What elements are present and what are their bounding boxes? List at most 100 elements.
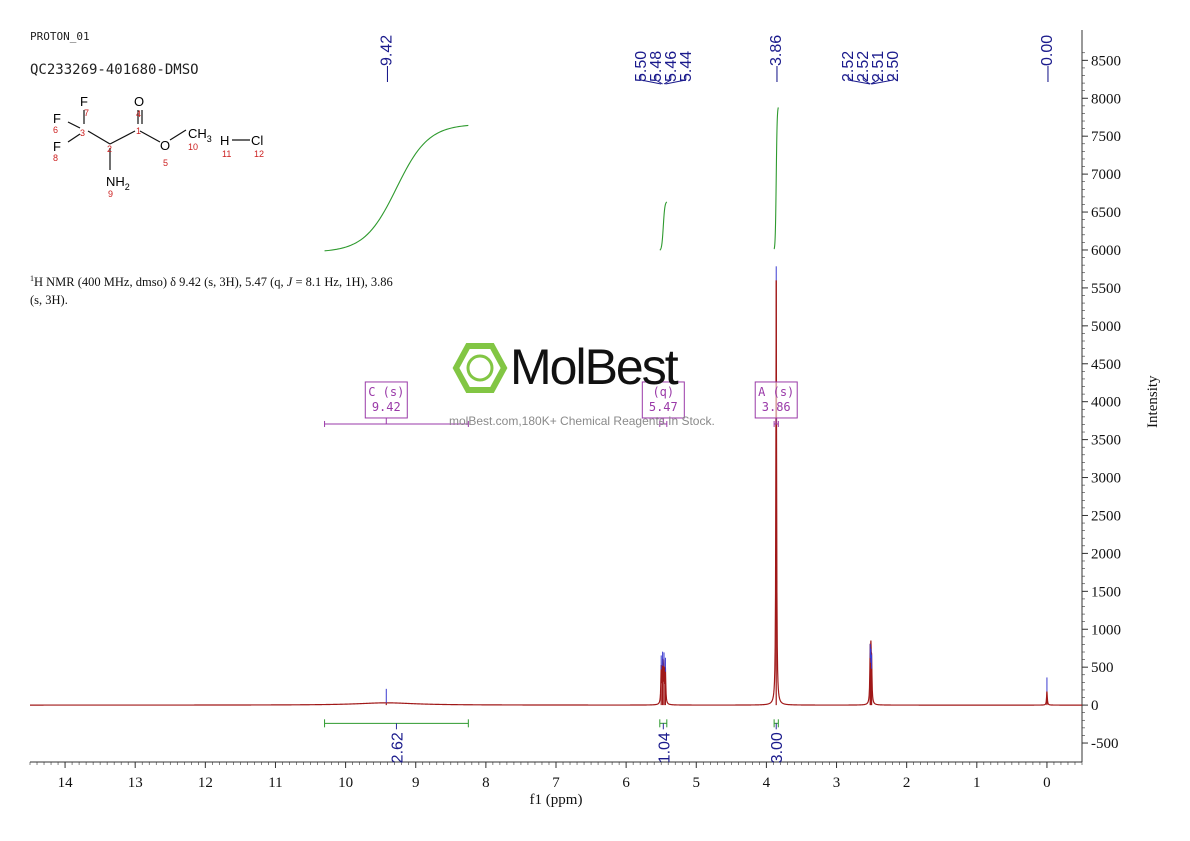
y-tick-label: 5500 — [1091, 281, 1121, 297]
multiplet-box — [364, 381, 408, 419]
structure-bonds — [67, 110, 250, 170]
x-tick-label: 9 — [412, 775, 420, 791]
watermark-brand: MolBest — [510, 339, 679, 395]
coupling-symbol: J — [286, 275, 293, 290]
y-tick-label: 3500 — [1091, 433, 1121, 449]
multiplet-label: A (s) — [758, 385, 794, 399]
multiplet-shift: 3.86 — [762, 400, 791, 414]
multiplet-label: C (s) — [368, 385, 404, 399]
peak-label: 2.51 — [870, 51, 887, 82]
peak-label: 5.50 — [633, 51, 650, 82]
watermark-logo-icon — [452, 343, 508, 393]
peak-label: 2.50 — [885, 51, 902, 82]
atom-nh2: NH2 — [106, 174, 130, 192]
y-tick-label: 500 — [1091, 660, 1114, 676]
atom-f7: F — [80, 94, 88, 109]
x-tick-label: 1 — [973, 775, 981, 791]
peak-label-value: 0.00 — [1039, 35, 1056, 66]
atom-num-1: 1 — [136, 126, 141, 136]
y-tick-label: 7500 — [1091, 129, 1121, 145]
nucleus-superscript: 1 — [30, 274, 34, 283]
x-tick-label: 0 — [1043, 775, 1051, 791]
multiplet-shift: 5.47 — [649, 400, 678, 414]
peak-label-dash: — — [1039, 66, 1056, 82]
atom-num-3: 3 — [80, 128, 85, 138]
peak-label: 5.48 — [648, 51, 665, 82]
integral-curve — [659, 201, 668, 251]
atom-h: H — [220, 133, 229, 148]
peak-label: —0.00 — [1039, 35, 1056, 82]
spectrum-line — [30, 280, 1082, 706]
atom-num-5: 5 — [163, 158, 168, 168]
peak-label: 5.46 — [663, 51, 680, 82]
atom-num-7: 7 — [84, 108, 89, 118]
nh2-subscript: 2 — [125, 182, 130, 192]
atom-num-12: 12 — [254, 149, 264, 159]
x-tick-label: 10 — [338, 775, 353, 791]
peak-label-connector — [665, 79, 686, 85]
peak-label-value: 2.50 — [885, 51, 902, 82]
peak-label-connector — [871, 79, 894, 85]
ch3-text: CH — [188, 126, 207, 141]
atom-num-4: 4 — [136, 109, 141, 119]
peak-label-connector — [640, 79, 662, 85]
y-tick-label: -500 — [1091, 736, 1119, 752]
x-tick-label: 13 — [128, 775, 143, 791]
multiplet-label: (q) — [652, 385, 674, 399]
integral-curve — [324, 124, 469, 252]
y-tick-label: 8000 — [1091, 91, 1121, 107]
atom-o5: O — [160, 138, 170, 153]
y-tick-label: 6500 — [1091, 205, 1121, 221]
watermark-url: molBest.com,180K+ Chemical Reagents In S… — [449, 414, 715, 428]
peak-label: 5.44 — [678, 51, 695, 82]
y-tick-label: 2000 — [1091, 546, 1121, 562]
peak-label-value: 5.50 — [633, 51, 650, 82]
peak-label-connector — [870, 79, 879, 85]
x-tick-label: 2 — [903, 775, 911, 791]
x-tick-label: 11 — [268, 775, 282, 791]
y-tick-label: 7000 — [1091, 167, 1121, 183]
sample-id: QC233269-401680-DMSO — [30, 62, 199, 78]
peak-label-value: 5.46 — [663, 51, 680, 82]
peak-label-value: 3.86 — [768, 35, 785, 66]
peak-label-value: 2.52 — [855, 51, 872, 82]
summary-part-2: = 8.1 Hz, 1H), 3.86 — [292, 275, 393, 290]
peak-label-connector — [655, 79, 663, 85]
atom-num-6: 6 — [53, 125, 58, 135]
y-tick-label: 6000 — [1091, 243, 1121, 259]
nmr-summary-text: 1H NMR (400 MHz, dmso) δ 9.42 (s, 3H), 5… — [30, 270, 450, 309]
peak-label-value: 2.51 — [870, 51, 887, 82]
atom-num-2: 2 — [107, 144, 112, 154]
multiplet-shift: 9.42 — [372, 400, 401, 414]
atom-num-8: 8 — [53, 153, 58, 163]
y-axis-title: Intensity — [1145, 375, 1161, 428]
atom-f8: F — [53, 139, 61, 154]
structure-drawing: F 7 F 6 F 8 3 O 4 1 2 O 5 CH3 10 H 11 Cl… — [53, 94, 264, 199]
atom-cl: Cl — [251, 133, 263, 148]
integral-curve — [773, 107, 779, 250]
atom-ch3: CH3 — [188, 126, 212, 144]
y-tick-label: 1000 — [1091, 622, 1121, 638]
integral-value: 2.62 — [389, 732, 406, 763]
y-tick-label: 5000 — [1091, 319, 1121, 335]
x-tick-label: 8 — [482, 775, 490, 791]
peak-label-value: 2.52 — [840, 51, 857, 82]
y-tick-label: 4500 — [1091, 357, 1121, 373]
summary-part-1: H NMR (400 MHz, dmso) δ 9.42 (s, 3H), 5.… — [34, 275, 287, 290]
atom-o4: O — [134, 94, 144, 109]
peak-label: 2.52 — [840, 51, 857, 82]
peak-label-connector — [663, 79, 672, 85]
plot-area: 14 13 12 11 10 9 8 7 6 5 4 3 2 1 0f1 (ppm)-50005001000… — [29, 30, 1161, 808]
x-tick-label: 12 — [198, 775, 213, 791]
peak-label: —9.42 — [378, 35, 395, 82]
x-axis-title: f1 (ppm) — [530, 792, 583, 808]
peak-label: —3.86 — [768, 35, 785, 82]
peak-label-connector — [848, 79, 871, 85]
atom-num-10: 10 — [188, 142, 198, 152]
peak-label-value: 9.42 — [378, 35, 395, 66]
peak-label-value: 5.44 — [678, 51, 695, 82]
summary-part-3: (s, 3H). — [30, 293, 68, 308]
integral-value: 1.04 — [656, 732, 673, 763]
y-tick-label: 2500 — [1091, 508, 1121, 524]
